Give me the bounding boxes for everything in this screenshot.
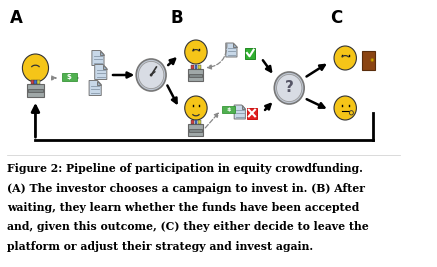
Polygon shape bbox=[97, 80, 101, 84]
Bar bbox=[191, 65, 194, 69]
Circle shape bbox=[185, 40, 207, 64]
Polygon shape bbox=[92, 50, 104, 65]
Bar bbox=[194, 65, 198, 69]
Circle shape bbox=[277, 74, 302, 102]
Text: platform or adjust their strategy and invest again.: platform or adjust their strategy and in… bbox=[7, 241, 314, 252]
Text: Figure 2: Pipeline of participation in equity crowdfunding.: Figure 2: Pipeline of participation in e… bbox=[7, 163, 363, 174]
Bar bbox=[247, 108, 257, 119]
Text: $: $ bbox=[226, 107, 231, 112]
Bar bbox=[198, 120, 201, 124]
Circle shape bbox=[334, 46, 357, 70]
Circle shape bbox=[274, 72, 304, 104]
Bar bbox=[362, 50, 375, 69]
Bar bbox=[62, 73, 76, 81]
Text: and, given this outcome, (C) they either decide to leave the: and, given this outcome, (C) they either… bbox=[7, 222, 369, 233]
Circle shape bbox=[334, 96, 357, 120]
Bar bbox=[198, 65, 201, 69]
Bar bbox=[189, 128, 202, 132]
Bar bbox=[222, 106, 235, 113]
Circle shape bbox=[136, 59, 166, 91]
Bar bbox=[34, 80, 37, 84]
Circle shape bbox=[185, 96, 207, 120]
Bar bbox=[28, 88, 43, 92]
Polygon shape bbox=[242, 105, 246, 109]
Polygon shape bbox=[233, 43, 237, 47]
Polygon shape bbox=[234, 105, 246, 119]
Polygon shape bbox=[103, 65, 107, 69]
Bar bbox=[188, 124, 203, 136]
Bar bbox=[245, 48, 255, 58]
Circle shape bbox=[349, 111, 354, 115]
Polygon shape bbox=[89, 80, 101, 96]
Text: (A) The investor chooses a campaign to invest in. (B) After: (A) The investor chooses a campaign to i… bbox=[7, 183, 365, 194]
Text: $: $ bbox=[66, 74, 72, 80]
Polygon shape bbox=[226, 43, 237, 57]
Text: C: C bbox=[330, 9, 342, 27]
Bar bbox=[194, 120, 198, 124]
Text: ?: ? bbox=[285, 80, 294, 96]
Bar bbox=[37, 80, 40, 84]
Circle shape bbox=[371, 58, 374, 61]
Text: waiting, they learn whether the funds have been accepted: waiting, they learn whether the funds ha… bbox=[7, 202, 360, 213]
Bar bbox=[189, 73, 202, 77]
Bar bbox=[31, 80, 34, 84]
Bar bbox=[191, 120, 194, 124]
Circle shape bbox=[139, 61, 164, 89]
Polygon shape bbox=[95, 65, 107, 80]
Circle shape bbox=[150, 73, 153, 77]
Bar bbox=[27, 84, 44, 96]
Polygon shape bbox=[101, 50, 104, 54]
Bar bbox=[188, 69, 203, 81]
Text: A: A bbox=[10, 9, 23, 27]
Circle shape bbox=[22, 54, 49, 82]
Text: B: B bbox=[171, 9, 184, 27]
